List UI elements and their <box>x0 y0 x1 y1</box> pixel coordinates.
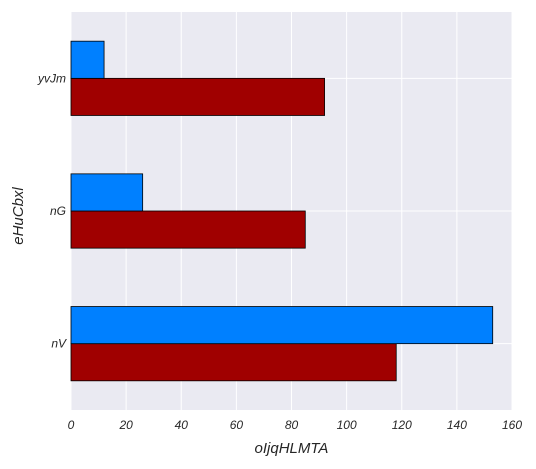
x-tick-label: 100 <box>337 418 357 432</box>
y-tick-label: yvJm <box>37 71 66 85</box>
y-axis-label: eHuCbxl <box>10 187 27 245</box>
y-tick-label: nG <box>50 204 66 218</box>
bar-nG-series-1 <box>70 210 306 249</box>
x-tick-label: 0 <box>68 418 75 432</box>
bars <box>70 40 494 382</box>
bar-yvJm-series-2 <box>70 40 105 79</box>
bar-nG-series-2 <box>70 173 144 212</box>
x-tick-label: 40 <box>175 418 189 432</box>
x-tick-label: 120 <box>392 418 412 432</box>
x-tick-label: 20 <box>118 418 133 432</box>
x-tick-label: 160 <box>502 418 522 432</box>
x-tick-labels: 0 20 40 60 80 100 120 140 160 <box>68 418 523 432</box>
bar-nV-series-2 <box>70 306 494 345</box>
bar-nV-series-1 <box>70 343 397 382</box>
y-tick-label: nV <box>51 337 67 351</box>
x-tick-label: 140 <box>447 418 467 432</box>
y-tick-labels: nV nG yvJm <box>37 71 67 350</box>
x-tick-label: 60 <box>230 418 244 432</box>
x-axis-label: oIjqHLMTA <box>255 440 329 457</box>
x-tick-label: 80 <box>285 418 299 432</box>
bar-yvJm-series-1 <box>70 77 325 116</box>
